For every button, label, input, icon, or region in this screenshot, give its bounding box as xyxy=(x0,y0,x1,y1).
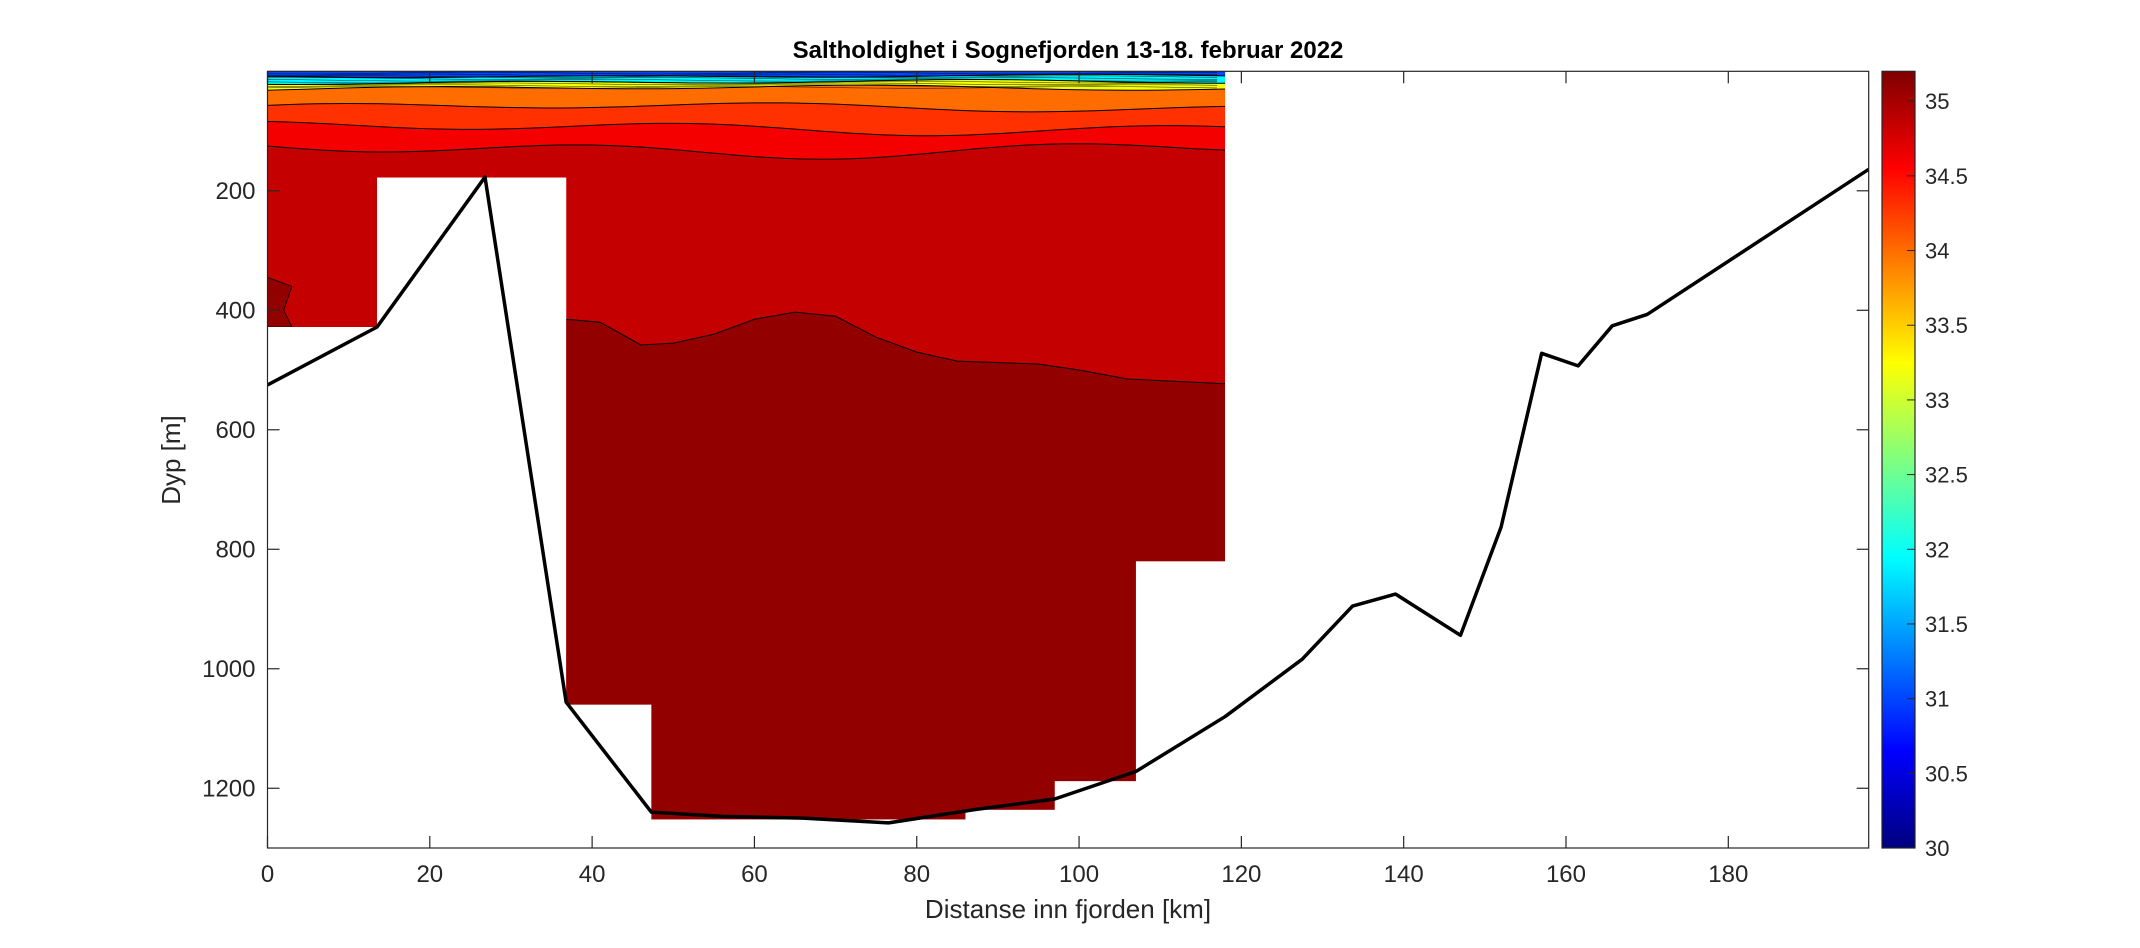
contour-line xyxy=(267,79,1218,82)
deep-water xyxy=(566,312,1226,820)
y-tick-label: 1200 xyxy=(202,775,255,802)
colorbar-tick-label: 35 xyxy=(1925,89,1949,114)
x-axis-label: Distanse inn fjorden [km] xyxy=(925,894,1211,924)
bathymetry-line xyxy=(267,167,1869,825)
plot-axes-box xyxy=(266,70,1870,849)
x-tick-label: 140 xyxy=(1384,861,1424,888)
x-tick-label: 100 xyxy=(1059,861,1099,888)
contour-line xyxy=(267,102,1226,113)
y-axis-label: Dyp [m] xyxy=(156,415,186,505)
colorbar-tick-label: 32.5 xyxy=(1925,463,1968,488)
colorbar-tick-label: 34 xyxy=(1925,239,1949,264)
surface-layer xyxy=(267,71,1226,78)
y-tick-label: 200 xyxy=(215,178,255,205)
x-tick-label: 60 xyxy=(741,861,768,888)
salinity-layers xyxy=(267,71,1226,820)
x-tick-label: 180 xyxy=(1708,861,1748,888)
x-tick-label: 160 xyxy=(1546,861,1586,888)
y-tick-label: 400 xyxy=(215,297,255,324)
salinity-field xyxy=(267,71,1226,820)
colorbar-tick-label: 30 xyxy=(1925,836,1949,861)
contour-line xyxy=(267,73,1218,77)
colorbar-tick-label: 30.5 xyxy=(1925,761,1968,786)
x-tick-label: 120 xyxy=(1221,861,1261,888)
colorbar-gradient xyxy=(1881,70,1916,849)
y-tick-label: 600 xyxy=(215,417,255,444)
y-axis: 200 400 600 800 1000 1200 xyxy=(202,178,1869,802)
colorbar-tick-label: 31 xyxy=(1925,687,1949,712)
contour-line xyxy=(267,86,1218,89)
contour-line xyxy=(267,77,1218,80)
x-tick-label: 20 xyxy=(416,861,443,888)
contour-line xyxy=(267,71,1218,75)
contour-line xyxy=(267,80,1218,84)
contour-line xyxy=(267,121,1226,137)
chart-title: Saltholdighet i Sognefjorden 13-18. febr… xyxy=(793,37,1344,64)
colorbar-tick-label: 33 xyxy=(1925,388,1949,413)
contour-line xyxy=(566,311,1226,385)
contour-line xyxy=(267,75,1218,78)
colorbar: 30 30.5 31 31.5 32 32.5 33 33.5 34 34.5 35 xyxy=(1881,70,1968,861)
contour-line xyxy=(267,143,1226,160)
colorbar-tick-label: 31.5 xyxy=(1925,612,1968,637)
contour-line xyxy=(267,84,1218,87)
colorbar-tick-label: 33.5 xyxy=(1925,313,1968,338)
colorbar-tick-label: 32 xyxy=(1925,537,1949,562)
contour-line xyxy=(267,82,1218,86)
x-tick-label: 40 xyxy=(579,861,606,888)
x-tick-label: 0 xyxy=(261,861,274,888)
x-tick-label: 80 xyxy=(903,861,930,888)
x-axis: 0 20 40 60 80 100 120 140 160 180 xyxy=(261,71,1748,888)
y-tick-label: 1000 xyxy=(202,656,255,683)
y-tick-label: 800 xyxy=(215,536,255,563)
bathymetry xyxy=(267,167,1869,825)
deep-water-patch xyxy=(267,276,293,328)
colorbar-tick-label: 34.5 xyxy=(1925,164,1968,189)
colorbar-ticks: 30 30.5 31 31.5 32 32.5 33 33.5 34 34.5 35 xyxy=(1907,89,1968,861)
